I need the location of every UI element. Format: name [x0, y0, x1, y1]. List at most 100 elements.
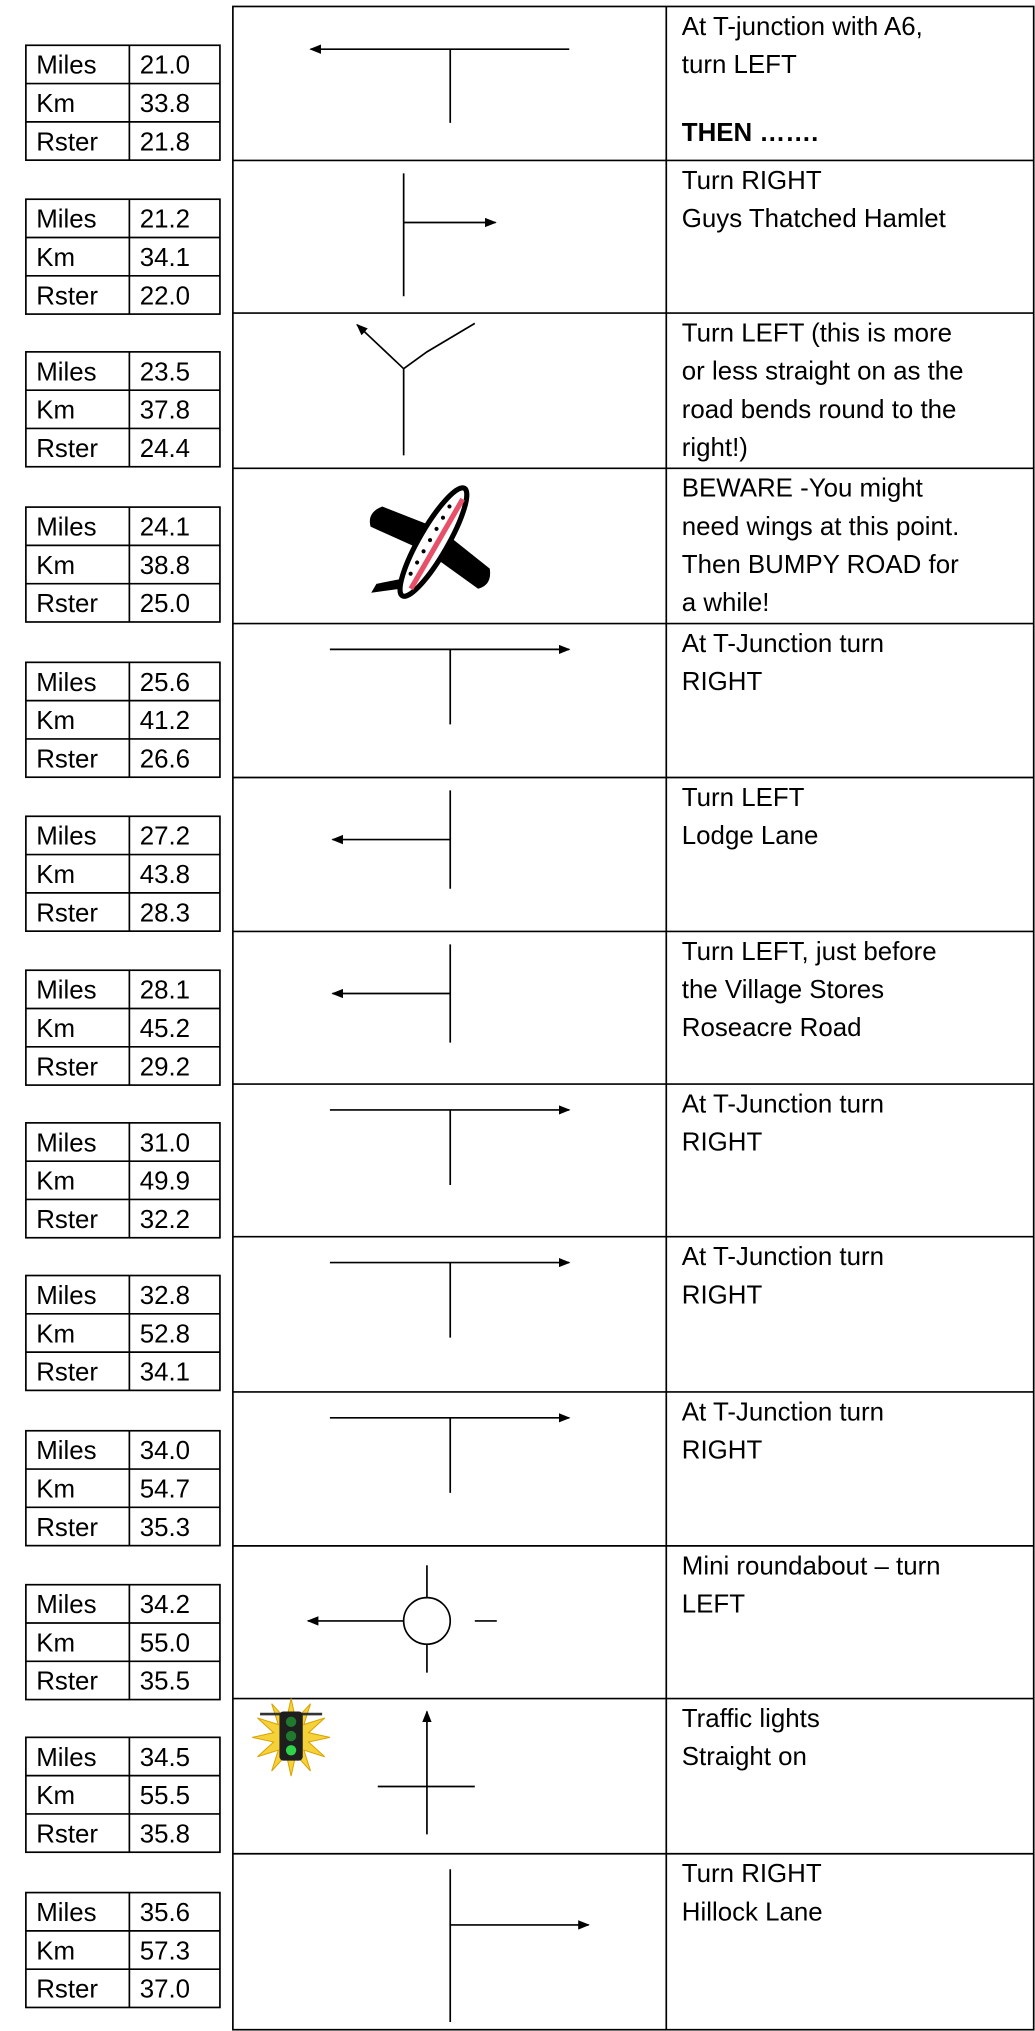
- instruction-line: road bends round to the: [682, 396, 957, 424]
- distance-value: 31.0: [140, 1129, 190, 1157]
- distance-value: 43.8: [140, 861, 190, 889]
- instruction-line: Turn RIGHT: [682, 167, 822, 195]
- instruction-line: At T-Junction turn: [682, 1398, 884, 1426]
- distance-box: [25, 1122, 221, 1239]
- distance-label: Km: [36, 1476, 75, 1504]
- instruction-line: or less straight on as the: [682, 358, 964, 386]
- distance-box: [25, 1583, 221, 1701]
- instruction-line: LEFT: [682, 1591, 745, 1619]
- distance-label: Rster: [36, 1514, 98, 1542]
- distance-label: Miles: [36, 823, 96, 851]
- distance-label: Rster: [36, 590, 98, 618]
- instruction-line: turn LEFT: [682, 51, 797, 79]
- distance-value: 24.1: [140, 514, 190, 542]
- distance-value: 49.9: [140, 1168, 190, 1196]
- instruction-line: need wings at this point.: [682, 513, 959, 541]
- distance-value: 55.0: [140, 1629, 190, 1657]
- instruction-line: RIGHT: [682, 1281, 763, 1309]
- instruction-line: Traffic lights: [682, 1705, 820, 1733]
- distance-value: 25.6: [140, 669, 190, 697]
- wing: [435, 536, 491, 589]
- instruction-line: Turn RIGHT: [682, 1860, 822, 1888]
- distance-label: Miles: [36, 1282, 96, 1310]
- distance-label: Rster: [36, 1820, 98, 1848]
- instruction-line: Then BUMPY ROAD for: [682, 551, 959, 579]
- distance-box: [25, 815, 221, 932]
- distance-label: Km: [36, 552, 75, 580]
- distance-label: Rster: [36, 1359, 98, 1387]
- instruction-line: At T-Junction turn: [682, 1091, 884, 1119]
- distance-box: [25, 198, 221, 315]
- distance-label: Miles: [36, 52, 96, 80]
- distance-value: 54.7: [140, 1476, 190, 1504]
- fuselage: [397, 485, 470, 599]
- road: [403, 322, 476, 370]
- road: [356, 323, 405, 370]
- distance-label: Rster: [36, 1976, 98, 2004]
- distance-value: 25.0: [140, 590, 190, 618]
- distance-label: Rster: [36, 1206, 98, 1234]
- distance-value: 38.8: [140, 552, 190, 580]
- instruction-line: Turn LEFT: [682, 784, 805, 812]
- distance-value: 27.2: [140, 823, 190, 851]
- distance-label: Rster: [36, 1053, 98, 1081]
- distance-box: [25, 969, 221, 1086]
- instruction-line: Hillock Lane: [682, 1898, 823, 1926]
- distance-value: 34.5: [140, 1744, 190, 1772]
- distance-label: Km: [36, 90, 75, 118]
- lamp: [285, 1730, 297, 1742]
- distance-value: 32.8: [140, 1282, 190, 1310]
- distance-label: Miles: [36, 1437, 96, 1465]
- lamp: [285, 1745, 297, 1756]
- distance-label: Km: [36, 244, 75, 272]
- distance-value: 35.3: [140, 1514, 190, 1542]
- instruction-line: Guys Thatched Hamlet: [682, 205, 946, 233]
- distance-label: Miles: [36, 1899, 96, 1927]
- instruction-line: Turn LEFT (this is more: [682, 320, 952, 348]
- distance-label: Km: [36, 861, 75, 889]
- distance-label: Rster: [36, 282, 98, 310]
- distance-box: [25, 1429, 221, 1547]
- distance-label: Km: [36, 397, 75, 425]
- distance-value: 35.6: [140, 1899, 190, 1927]
- distance-value: 23.5: [140, 358, 190, 386]
- distance-label: Miles: [36, 206, 96, 234]
- distance-box: [25, 1274, 221, 1392]
- distance-value: 28.1: [140, 977, 190, 1005]
- instruction-line: a while!: [682, 589, 770, 617]
- traffic-light-icon: [252, 1698, 331, 1777]
- distance-label: Km: [36, 1937, 75, 1965]
- distance-label: Rster: [36, 745, 98, 773]
- distance-value: 21.0: [140, 52, 190, 80]
- window: [427, 538, 433, 543]
- instruction-line: RIGHT: [682, 1129, 763, 1157]
- instruction-line: Turn LEFT, just before: [682, 938, 937, 966]
- window: [408, 571, 413, 576]
- instruction-line: Straight on: [682, 1743, 807, 1771]
- distance-value: 34.2: [140, 1591, 190, 1619]
- tail: [371, 578, 404, 593]
- distance-label: Miles: [36, 358, 96, 386]
- wing: [369, 506, 431, 549]
- roundabout: [402, 1596, 452, 1646]
- distance-value: 45.2: [140, 1015, 190, 1043]
- distance-label: Miles: [36, 1744, 96, 1772]
- distance-label: Km: [36, 1320, 75, 1348]
- instruction-line: right!): [682, 434, 748, 462]
- distance-box: [25, 44, 221, 161]
- distance-value: 35.8: [140, 1820, 190, 1848]
- distance-label: Km: [36, 1629, 75, 1657]
- distance-value: 34.1: [140, 244, 190, 272]
- instruction-line: RIGHT: [682, 668, 763, 696]
- instruction-line: At T-Junction turn: [682, 1243, 884, 1271]
- distance-label: Miles: [36, 514, 96, 542]
- instruction-line: Roseacre Road: [682, 1014, 862, 1042]
- distance-value: 22.0: [140, 282, 190, 310]
- distance-label: Km: [36, 1015, 75, 1043]
- airplane-icon: [369, 485, 491, 599]
- instruction-line: Mini roundabout – turn: [682, 1552, 941, 1580]
- instruction-line: At T-Junction turn: [682, 630, 884, 658]
- distance-value: 24.4: [140, 435, 190, 463]
- distance-label: Rster: [36, 128, 98, 156]
